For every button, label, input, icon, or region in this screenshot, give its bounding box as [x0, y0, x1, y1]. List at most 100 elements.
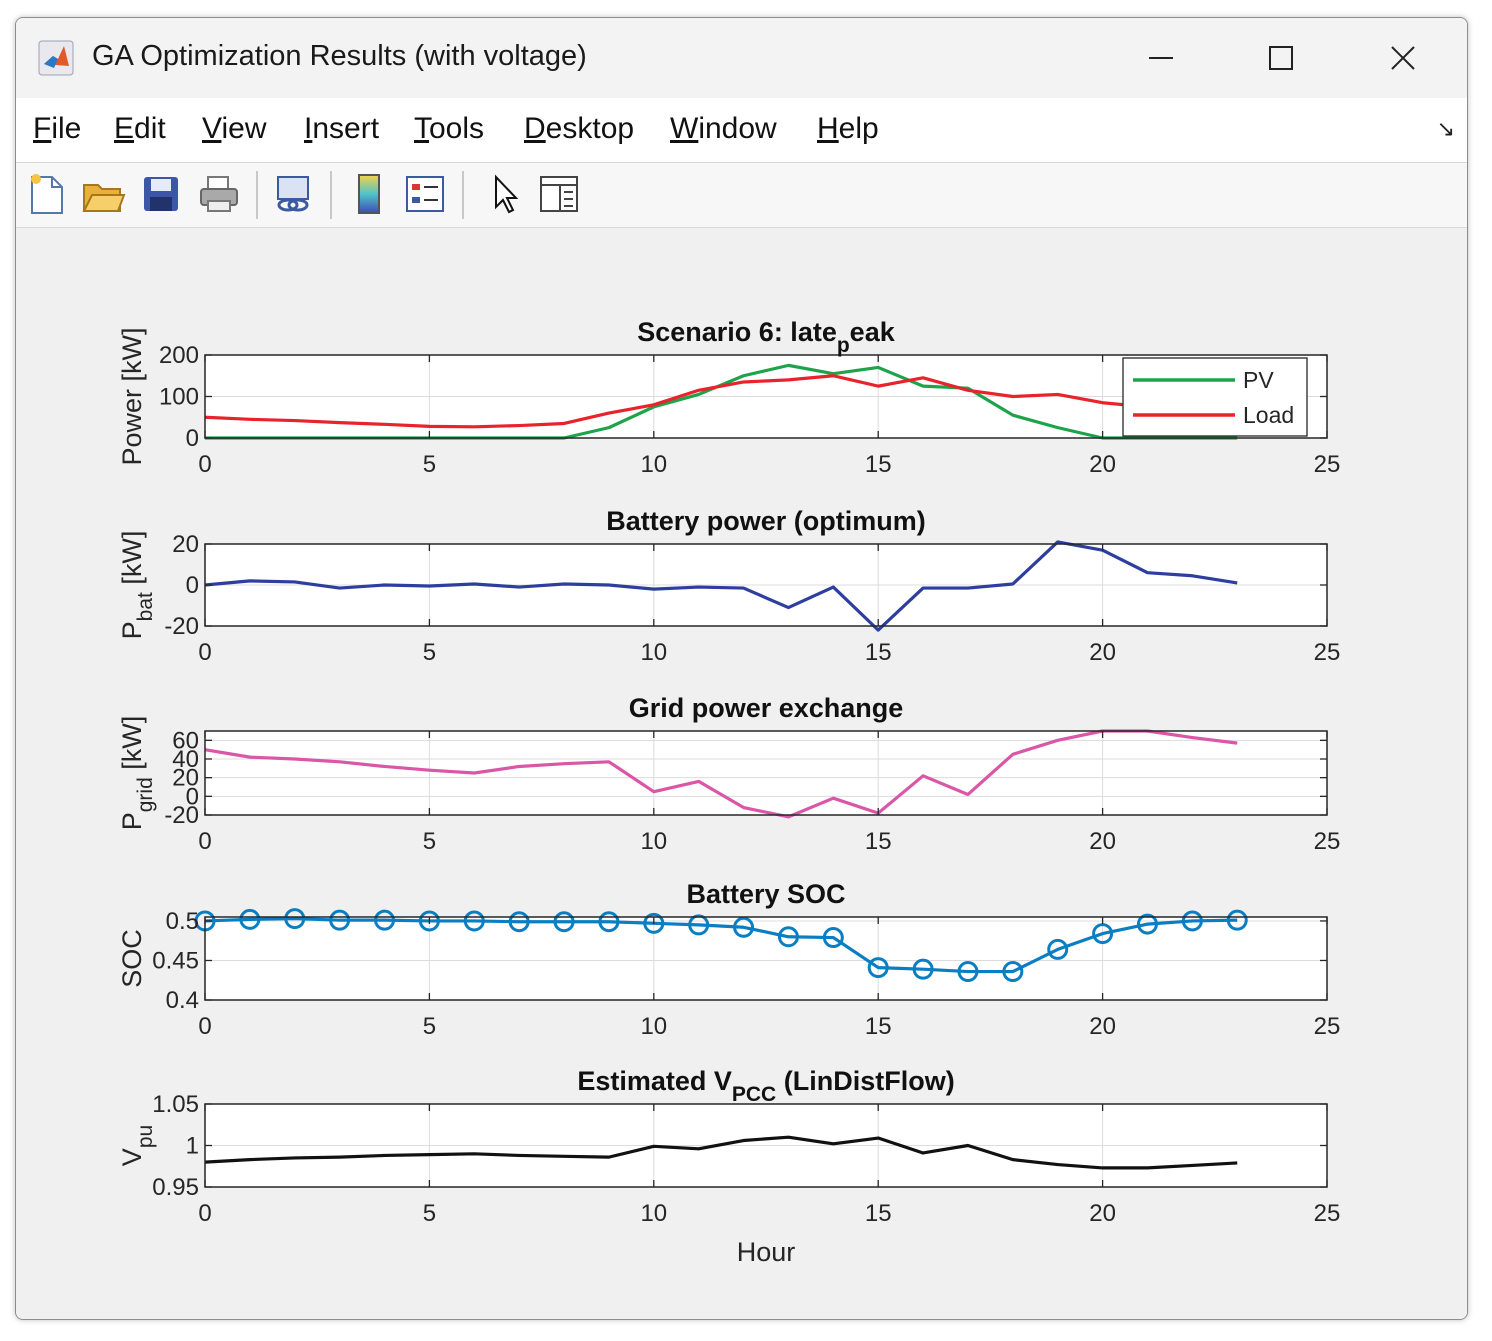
x-tick-label: 10: [640, 828, 667, 855]
y-tick-label: 40: [172, 746, 199, 773]
menu-insert[interactable]: Insert: [304, 112, 379, 146]
dock-arrow-icon[interactable]: ↘: [1436, 116, 1455, 141]
soc-point-marker: [912, 958, 934, 980]
subplot-1: 0 5 10 15 20 25 0 100 200 Scenario 6: latepeak Pow…: [117, 317, 1340, 478]
x-tick-label: 5: [423, 451, 436, 478]
x-tick-label: 20: [1089, 639, 1116, 666]
x-tick-label: 0: [198, 1013, 211, 1040]
soc-point-marker: [777, 926, 799, 948]
y-tick-label: 0: [186, 572, 199, 599]
series-line-3: [204, 729, 1238, 819]
soc-point-marker: [733, 916, 755, 938]
x-axis-label: Hour: [737, 1237, 796, 1267]
title-bar[interactable]: GA Optimization Results (with voltage): [16, 18, 1467, 98]
menu-tools[interactable]: Tools: [414, 112, 484, 146]
menu-edit[interactable]: Edit: [114, 112, 166, 146]
soc-point-marker: [418, 910, 440, 932]
menu-view[interactable]: View: [202, 112, 266, 146]
y-axis-label: Pgrid [kW]: [117, 716, 157, 831]
x-tick-label: 10: [640, 639, 667, 666]
axes-background: [205, 731, 1327, 815]
save-icon[interactable]: [138, 171, 184, 217]
window-title: GA Optimization Results (with voltage): [92, 40, 587, 72]
figure-toolbar: [16, 162, 1467, 228]
y-tick-label: 0: [186, 425, 199, 452]
soc-point-marker: [1002, 961, 1024, 983]
x-tick-label: 25: [1314, 828, 1341, 855]
figure-window: GA Optimization Results (with voltage) F…: [15, 17, 1468, 1320]
series-line-5: [204, 1135, 1238, 1170]
soc-point-marker: [957, 961, 979, 983]
soc-point-marker: [688, 914, 710, 936]
subplot-title: Battery power (optimum): [606, 506, 926, 536]
x-tick-label: 20: [1089, 1013, 1116, 1040]
menu-file[interactable]: File: [33, 112, 81, 146]
y-tick-label: 60: [172, 727, 199, 754]
y-tick-label: 0: [186, 783, 199, 810]
menu-tools-label: ools: [429, 112, 485, 145]
open-file-icon[interactable]: [80, 171, 126, 217]
x-tick-label: 0: [198, 639, 211, 666]
colorbar-icon[interactable]: [346, 171, 392, 217]
x-tick-label: 15: [865, 828, 892, 855]
axes-box: [204, 730, 1328, 816]
y-tick-label: -20: [164, 802, 199, 829]
x-tick-label: 0: [198, 828, 211, 855]
menu-bar: File Edit View Insert Tools Desktop Wind…: [16, 98, 1467, 162]
y-tick-label: 200: [159, 342, 199, 369]
maximize-button[interactable]: [1246, 32, 1316, 84]
axes-box: [204, 916, 1328, 1001]
x-tick-label: 10: [640, 1013, 667, 1040]
minimize-icon: [1149, 57, 1173, 59]
subplot-title: Scenario 6: latepeak: [637, 317, 895, 357]
minimize-button[interactable]: [1126, 32, 1196, 84]
soc-point-marker: [643, 912, 665, 934]
x-tick-label: 15: [865, 451, 892, 478]
menu-desktop[interactable]: Desktop: [524, 112, 634, 146]
x-tick-label: 5: [423, 1013, 436, 1040]
y-axis-label: Pbat [kW]: [117, 531, 157, 640]
menu-tools-mnemonic: T: [414, 112, 429, 145]
new-figure-icon[interactable]: [24, 171, 70, 217]
x-tick-label: 20: [1089, 451, 1116, 478]
legend-label-load: Load: [1243, 402, 1294, 428]
y-tick-label: 1.05: [152, 1091, 199, 1118]
soc-point-marker: [1226, 909, 1248, 931]
x-tick-label: 0: [198, 1200, 211, 1227]
x-tick-label: 25: [1314, 639, 1341, 666]
edit-plot-pointer-icon[interactable]: [482, 171, 528, 217]
menu-help[interactable]: Help: [817, 112, 879, 146]
x-tick-label: 5: [423, 828, 436, 855]
y-axis-label: SOC: [117, 929, 147, 988]
menu-edit-label: dit: [134, 112, 166, 145]
property-inspector-icon[interactable]: [536, 171, 582, 217]
menu-insert-mnemonic: I: [304, 112, 313, 145]
menu-view-mnemonic: V: [202, 112, 222, 145]
x-tick-label: 0: [198, 451, 211, 478]
menu-file-mnemonic: F: [33, 112, 52, 145]
soc-point-marker: [374, 909, 396, 931]
toolbar-separator: [462, 171, 464, 219]
menu-window[interactable]: Window: [670, 112, 777, 146]
subplot-title: Battery SOC: [686, 879, 845, 909]
menu-desktop-mnemonic: D: [524, 112, 546, 145]
y-tick-label: 0.5: [166, 908, 199, 935]
soc-point-marker: [1181, 910, 1203, 932]
x-tick-label: 15: [865, 639, 892, 666]
menu-edit-mnemonic: E: [114, 112, 135, 145]
y-tick-label: 20: [172, 531, 199, 558]
menu-insert-label: nsert: [312, 112, 380, 145]
legend-icon[interactable]: [402, 171, 448, 217]
print-icon[interactable]: [196, 171, 242, 217]
menu-file-label: ile: [51, 112, 82, 145]
close-button[interactable]: [1368, 32, 1438, 84]
legend-box: [1122, 357, 1308, 437]
link-plot-icon[interactable]: [270, 171, 316, 217]
toolbar-separator: [256, 171, 258, 219]
y-tick-label: 0.95: [152, 1174, 199, 1201]
legend-label-pv: PV: [1243, 367, 1274, 393]
menu-window-mnemonic: W: [670, 112, 699, 145]
soc-point-marker: [1047, 938, 1069, 960]
